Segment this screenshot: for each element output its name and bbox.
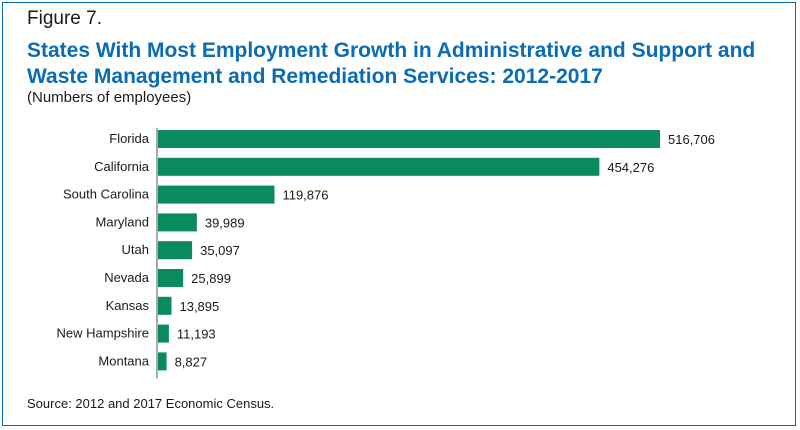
bar-nevada <box>158 269 184 287</box>
bar-california <box>158 157 600 176</box>
value-label: 8,827 <box>175 354 208 369</box>
chart-title: States With Most Employment Growth in Ad… <box>27 39 756 88</box>
bar-montana <box>158 352 167 371</box>
category-label: New Hampshire <box>57 326 149 341</box>
category-label: Utah <box>122 242 149 257</box>
category-label: Kansas <box>106 298 150 313</box>
source-note: Source: 2012 and 2017 Economic Census. <box>27 396 275 411</box>
category-label: Nevada <box>104 270 150 285</box>
bar-florida <box>158 130 660 148</box>
value-label: 25,899 <box>191 271 231 286</box>
value-label: 35,097 <box>200 243 240 258</box>
value-label: 39,989 <box>205 215 245 230</box>
category-label: California <box>94 159 150 174</box>
value-label: 13,895 <box>179 299 219 314</box>
bar-new-hampshire <box>158 324 169 343</box>
bar-kansas <box>158 296 172 315</box>
figure-label: Figure 7. <box>27 8 102 29</box>
category-label: South Carolina <box>63 187 150 202</box>
value-label: 454,276 <box>607 160 654 175</box>
figure-frame <box>2 2 796 426</box>
category-label: Montana <box>98 353 149 368</box>
value-label: 11,193 <box>177 327 216 342</box>
value-label: 516,706 <box>668 132 715 147</box>
chart-subtitle: (Numbers of employees) <box>27 89 192 106</box>
category-label: Florida <box>109 131 150 146</box>
bar-maryland <box>158 213 197 232</box>
value-label: 119,876 <box>282 188 328 203</box>
bar-utah <box>158 241 193 260</box>
category-label: Maryland <box>96 214 149 229</box>
bar-south-carolina <box>158 185 275 204</box>
